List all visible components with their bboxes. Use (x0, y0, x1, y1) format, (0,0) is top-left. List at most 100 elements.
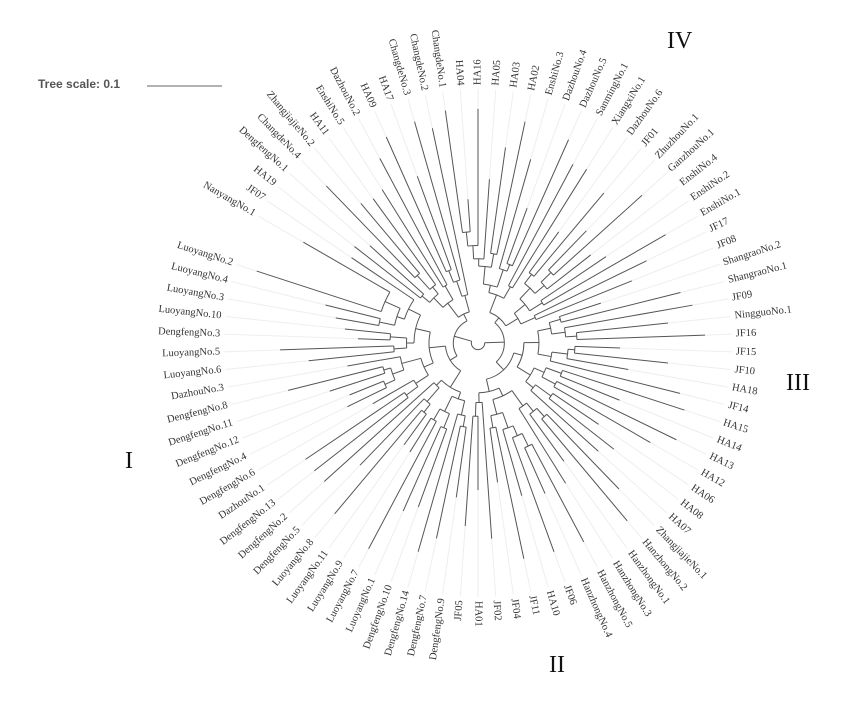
branch (495, 361, 505, 371)
branch (489, 294, 497, 313)
leaf-label: HA15 (722, 417, 750, 435)
leaf-guide (358, 118, 381, 159)
leaf-label: JF14 (727, 400, 750, 416)
branch (455, 426, 467, 498)
branch (505, 317, 519, 327)
branch (415, 374, 429, 384)
branch (529, 302, 543, 312)
branch (498, 159, 532, 269)
branch (495, 426, 525, 559)
leaf-label: JF01 (640, 126, 662, 149)
leaf-guide (598, 423, 689, 486)
branch (467, 199, 471, 232)
leaf-guide (553, 551, 566, 582)
branch-arc (541, 413, 548, 420)
leaf-guide (424, 94, 433, 129)
leaf-guide (236, 264, 257, 272)
branch (537, 353, 552, 358)
leaf-label: JF09 (731, 289, 753, 303)
branch-arc (442, 299, 454, 308)
branch (325, 304, 381, 320)
branch (444, 285, 454, 300)
branch-arc (486, 352, 515, 380)
leaf-guide (314, 148, 362, 204)
branch (534, 260, 647, 317)
branch (372, 198, 437, 286)
branch (506, 264, 511, 272)
branch-arc (378, 318, 381, 326)
leaf-guide (597, 450, 668, 514)
leaf-guide (459, 89, 469, 200)
branch (423, 362, 434, 368)
branch (520, 317, 536, 325)
leaf-guide (277, 470, 315, 500)
leaf-guide (491, 538, 497, 597)
branch (496, 121, 526, 255)
branch (416, 176, 452, 270)
leaf-guide (603, 148, 642, 194)
branch (351, 257, 415, 301)
leaf-guide (342, 451, 411, 559)
branch (433, 408, 441, 421)
branch (303, 241, 391, 293)
branch (335, 317, 379, 326)
branch-arc (537, 330, 540, 355)
leaf-guide (605, 200, 689, 258)
leaf-guide (521, 495, 549, 588)
leaf-guide (488, 89, 497, 180)
leaf-guide (628, 368, 729, 388)
branch (415, 328, 431, 333)
branch (548, 230, 587, 271)
branch (559, 302, 601, 318)
branch-arc (478, 265, 492, 268)
branch (574, 345, 621, 349)
leaf-guide (390, 104, 418, 177)
leaf-guide (641, 172, 668, 196)
leaf-label: JF11 (526, 594, 541, 616)
leaf-guide (558, 137, 628, 233)
leaf-guide (619, 347, 732, 353)
branch (535, 280, 633, 321)
branch (334, 409, 422, 515)
branch-arc (390, 367, 396, 381)
branch (512, 425, 518, 436)
leaf-label: EnshiNo.3 (544, 51, 567, 97)
branch (308, 351, 395, 362)
leaf-guide (563, 460, 628, 549)
branch (483, 179, 490, 259)
branch (305, 392, 405, 460)
branch (280, 345, 394, 351)
leaf-label: DengfengNo.9 (428, 598, 448, 661)
leaf-guide (277, 186, 355, 247)
leaf-guide (374, 110, 387, 138)
leaf-label: LuoyangNo.5 (162, 346, 220, 359)
branch (423, 403, 431, 413)
branch-arc (430, 417, 437, 422)
branch (379, 321, 395, 326)
leaf-guide (646, 231, 707, 262)
leaf-label: NingguoNo.1 (734, 304, 792, 321)
leaf-guide (224, 333, 359, 340)
leaf-guide (667, 362, 731, 371)
branch (534, 285, 545, 294)
leaf-guide (374, 510, 404, 576)
leaf-guide (328, 444, 405, 549)
branch (506, 208, 528, 264)
clade-label: III (786, 370, 810, 396)
branch (368, 421, 437, 549)
leaf-guide (667, 315, 731, 324)
branch (443, 413, 450, 428)
leaf-guide (225, 360, 309, 371)
branch-arc (413, 379, 419, 387)
leaf-label: HA01 (473, 601, 484, 627)
branch (560, 292, 681, 323)
leaf-label: HA16 (472, 59, 483, 85)
branch (369, 245, 425, 295)
branch (511, 139, 570, 266)
branch (574, 352, 668, 364)
leaf-label: HA19 (251, 164, 278, 188)
leaf-label: LuoyangNo.6 (163, 364, 222, 381)
leaf-label: HA18 (731, 382, 758, 397)
branch (503, 286, 511, 299)
branch-arc (529, 407, 538, 415)
